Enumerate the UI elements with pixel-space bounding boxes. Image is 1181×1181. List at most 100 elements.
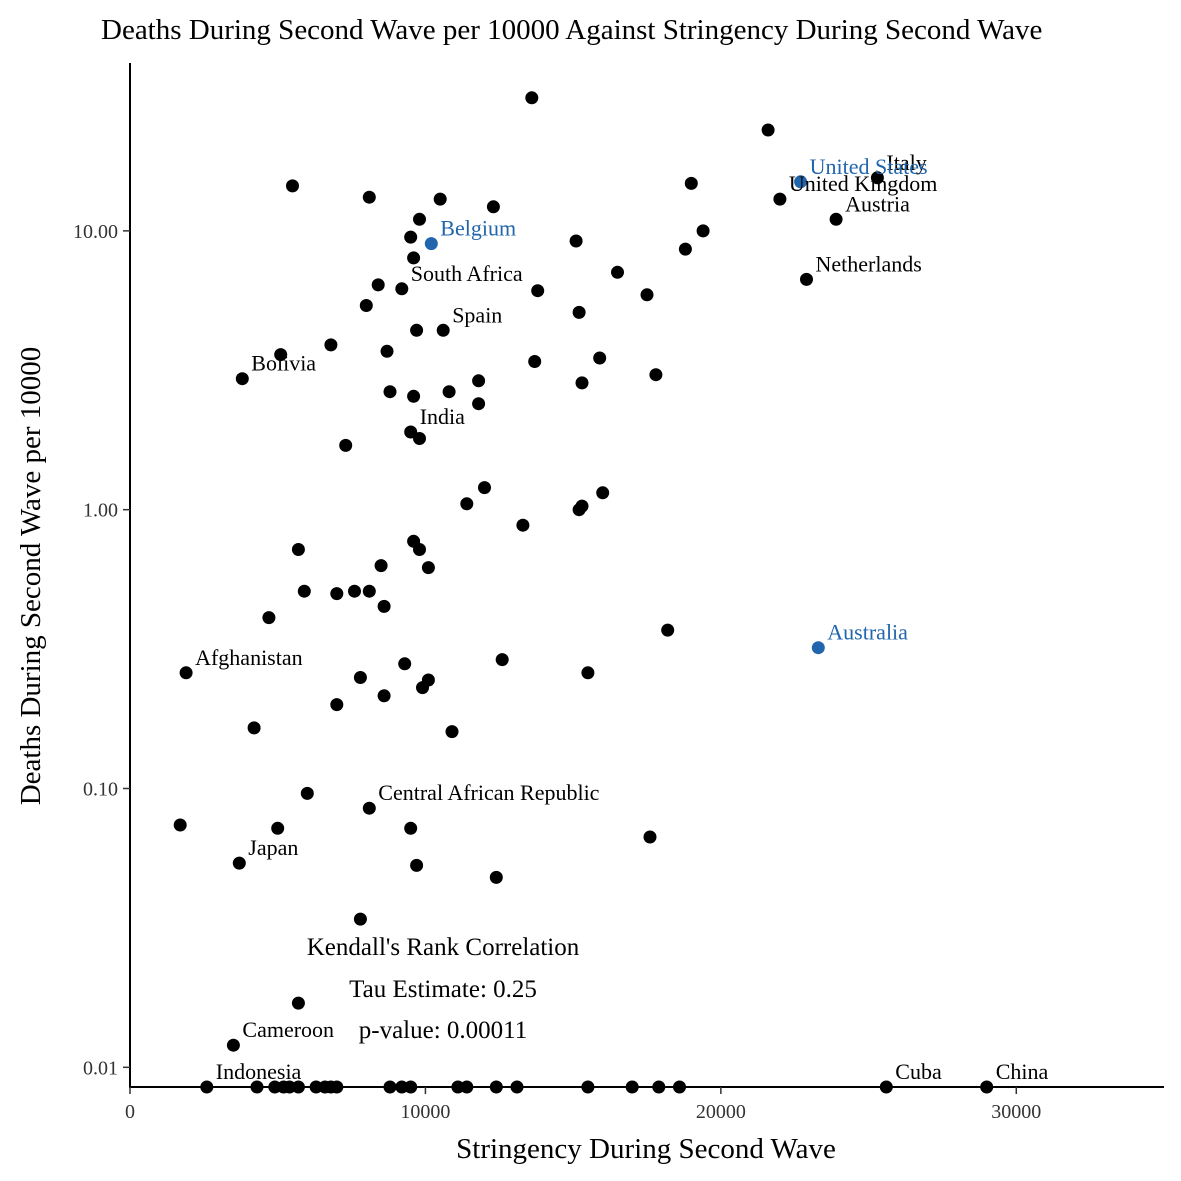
data-point <box>383 385 397 399</box>
y-tick-label: 10.00 <box>73 221 118 243</box>
data-point <box>398 657 412 671</box>
data-point <box>410 323 424 337</box>
data-point <box>495 653 509 667</box>
data-point-labeled <box>395 282 409 296</box>
chart-title: Deaths During Second Wave per 10000 Agai… <box>101 14 1042 46</box>
annotation-line: p-value: 0.00011 <box>359 1017 527 1044</box>
data-point <box>353 671 367 684</box>
data-point <box>404 821 418 835</box>
x-tick-label: 0 <box>125 1101 135 1123</box>
data-point-labeled <box>773 192 787 206</box>
data-point <box>407 251 421 265</box>
data-point <box>416 681 429 695</box>
data-point <box>531 284 545 298</box>
data-point <box>297 584 311 598</box>
data-point-labeled <box>424 237 438 251</box>
data-point <box>404 230 418 244</box>
data-point-labeled <box>362 801 376 815</box>
y-tick-label: 1.00 <box>83 500 118 522</box>
point-label: India <box>420 404 465 429</box>
data-point <box>291 996 305 1010</box>
data-point <box>442 385 456 399</box>
x-axis-title: Stringency During Second Wave <box>456 1133 836 1165</box>
points-layer <box>173 91 994 1094</box>
data-point-labeled <box>794 175 808 189</box>
y-axis-title: Deaths During Second Wave per 10000 <box>15 347 47 806</box>
data-point <box>348 584 361 598</box>
data-point <box>324 338 338 352</box>
point-label: Italy <box>886 150 926 175</box>
data-point <box>596 486 610 500</box>
data-point <box>421 561 435 575</box>
point-label: Australia <box>827 620 908 645</box>
data-point <box>271 821 285 835</box>
data-point-labeled <box>829 212 843 226</box>
data-point <box>274 348 288 362</box>
x-tick-label: 20000 <box>696 1101 746 1123</box>
point-label: Netherlands <box>816 251 922 276</box>
data-point-labeled <box>800 272 813 286</box>
data-point-labeled <box>179 666 193 680</box>
data-point-labeled <box>232 856 246 870</box>
point-label: Belgium <box>440 216 516 241</box>
data-point <box>575 499 589 513</box>
data-point <box>433 192 447 206</box>
data-point <box>380 344 394 358</box>
data-point <box>460 497 474 511</box>
data-point <box>247 721 261 735</box>
x-tick-label: 30000 <box>991 1101 1041 1123</box>
data-point <box>300 786 314 800</box>
data-point <box>353 912 367 926</box>
data-point <box>286 179 299 193</box>
data-point <box>581 666 595 680</box>
data-point <box>649 368 663 382</box>
y-axis-ticks: 0.01 0.10 1.00 10.00 <box>73 221 130 1079</box>
data-point <box>525 91 539 105</box>
data-point <box>330 698 344 712</box>
data-point <box>611 265 624 279</box>
data-point <box>678 242 692 256</box>
data-point <box>377 599 391 613</box>
data-point <box>377 689 391 703</box>
point-label: Austria <box>845 191 910 216</box>
data-point <box>593 351 607 365</box>
annotation-line: Kendall's Rank Correlation <box>307 934 580 961</box>
data-point-labeled <box>436 323 450 337</box>
point-label: Afghanistan <box>195 645 303 670</box>
data-point <box>413 543 426 556</box>
data-point <box>489 870 503 884</box>
data-point <box>478 481 491 495</box>
data-point <box>410 858 424 872</box>
data-point <box>696 224 710 238</box>
point-label: United Kingdom <box>789 171 938 196</box>
data-point <box>362 190 376 204</box>
point-label: United States <box>810 154 928 179</box>
data-point <box>359 299 373 312</box>
data-point <box>640 288 654 302</box>
point-label: South Africa <box>411 261 523 286</box>
data-point <box>661 623 675 637</box>
x-tick-label: 10000 <box>400 1101 450 1123</box>
y-tick-label: 0.01 <box>83 1057 118 1079</box>
data-point <box>339 438 353 452</box>
data-point <box>528 355 542 368</box>
data-point <box>569 234 583 248</box>
point-label: Cameroon <box>242 1017 334 1042</box>
point-label: China <box>996 1059 1049 1084</box>
data-point <box>362 584 376 598</box>
data-point <box>330 587 344 601</box>
data-point <box>575 376 589 390</box>
point-label: Bolivia <box>251 351 316 376</box>
data-point-labeled <box>235 372 249 386</box>
data-point-labeled <box>404 425 418 439</box>
data-point <box>262 611 276 625</box>
x-axis-ticks: 0 10000 20000 30000 <box>125 1087 1041 1123</box>
data-point <box>291 543 305 556</box>
data-point <box>684 176 698 190</box>
data-point <box>472 397 486 411</box>
data-point <box>643 830 657 844</box>
data-point <box>472 374 486 388</box>
data-point <box>374 559 388 573</box>
data-point-labeled <box>870 171 884 185</box>
